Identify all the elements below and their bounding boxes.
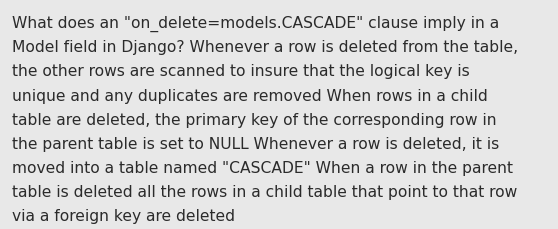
Text: unique and any duplicates are removed When rows in a child: unique and any duplicates are removed Wh… bbox=[12, 88, 488, 103]
Text: via a foreign key are deleted: via a foreign key are deleted bbox=[12, 208, 235, 223]
Text: table are deleted, the primary key of the corresponding row in: table are deleted, the primary key of th… bbox=[12, 112, 497, 127]
Text: Model field in Django? Whenever a row is deleted from the table,: Model field in Django? Whenever a row is… bbox=[12, 40, 518, 55]
Text: moved into a table named "CASCADE" When a row in the parent: moved into a table named "CASCADE" When … bbox=[12, 160, 513, 175]
Text: table is deleted all the rows in a child table that point to that row: table is deleted all the rows in a child… bbox=[12, 184, 517, 199]
Text: the parent table is set to NULL Whenever a row is deleted, it is: the parent table is set to NULL Whenever… bbox=[12, 136, 499, 151]
Text: What does an "on_delete=models.CASCADE" clause imply in a: What does an "on_delete=models.CASCADE" … bbox=[12, 16, 499, 32]
Text: the other rows are scanned to insure that the logical key is: the other rows are scanned to insure tha… bbox=[12, 64, 470, 79]
